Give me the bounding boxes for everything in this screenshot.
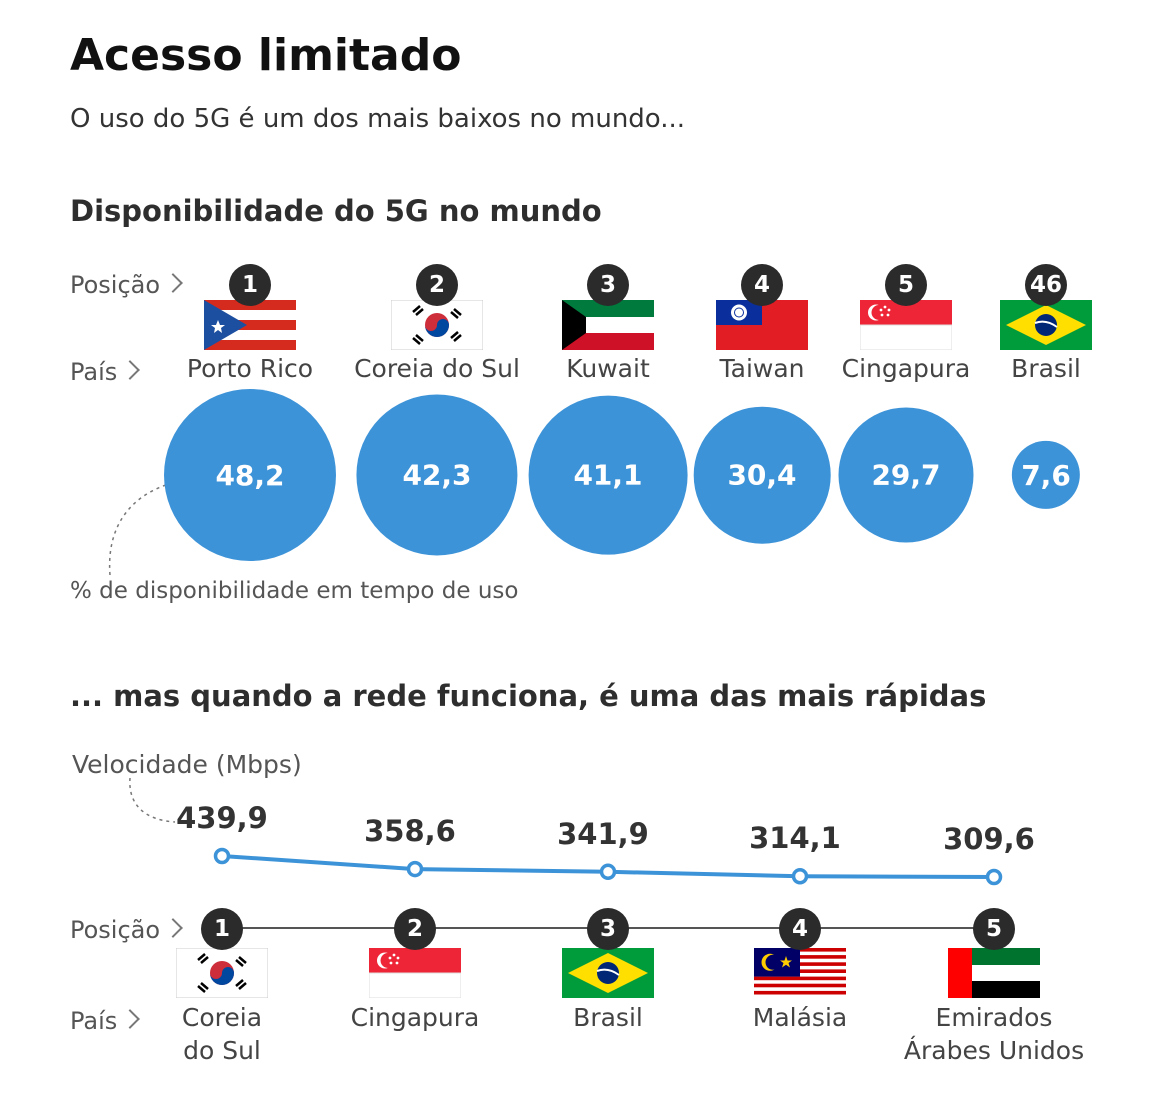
speed-point-1	[213, 847, 231, 865]
country-name: Coreia do Sul	[182, 1001, 262, 1067]
country-name-line1: Coreia	[181, 1003, 263, 1032]
availability-country-label: País	[70, 358, 141, 386]
country-name-line2: do Sul	[183, 1036, 261, 1065]
rank-badge: 4	[779, 908, 821, 950]
speed-point-2	[406, 860, 424, 878]
country-name: Malásia	[753, 1001, 847, 1034]
rank-badge: 5	[885, 264, 927, 306]
speed-heading: ... mas quando a rede funciona, é uma da…	[70, 679, 987, 713]
availability-bubble-porto-rico: 48,2	[164, 389, 336, 561]
country-name-kuwait: Kuwait	[566, 354, 650, 383]
chevron-right-icon	[120, 1009, 141, 1029]
country-label-text: País	[70, 358, 118, 386]
country-name-line1: Brasil	[573, 1003, 643, 1032]
axis-label-pointer	[129, 777, 176, 823]
country-name-coreia-do-sul: Coreia do Sul	[354, 354, 520, 383]
rank-badge: 1	[201, 908, 243, 950]
page-title: Acesso limitado	[70, 30, 462, 81]
rank-badge: 3	[587, 908, 629, 950]
availability-bubble-taiwan: 30,4	[693, 406, 831, 544]
brazil-flag-icon	[1000, 300, 1092, 350]
rank-badge: 2	[394, 908, 436, 950]
availability-note: % de disponibilidade em tempo de uso	[70, 578, 519, 604]
country-name-taiwan: Taiwan	[719, 354, 805, 383]
page-subtitle: O uso do 5G é um dos mais baixos no mund…	[70, 104, 686, 134]
country-name-line1: Emirados	[935, 1003, 1053, 1032]
chevron-right-icon	[163, 273, 183, 293]
singapore-flag-icon	[860, 300, 952, 350]
rank-badge: 1	[229, 264, 271, 306]
taiwan-flag-icon	[716, 300, 808, 350]
south-korea-flag-icon	[391, 300, 483, 350]
brazil-flag-icon	[562, 948, 654, 998]
country-name-line2: Árabes Unidos	[903, 1036, 1085, 1065]
speed-point-3	[599, 863, 617, 881]
availability-bubble-cingapura: 29,7	[838, 407, 974, 543]
speed-point-4	[791, 868, 809, 885]
rank-badge: 3	[587, 264, 629, 306]
puerto-rico-flag-icon	[204, 300, 296, 350]
speed-value-label: 314,1	[749, 821, 841, 856]
country-name: Cingapura	[351, 1001, 480, 1034]
speed-value-label: 341,9	[557, 816, 649, 851]
kuwait-flag-icon	[562, 300, 654, 350]
speed-country-label: País	[70, 1007, 141, 1035]
speed-value-label: 439,9	[176, 801, 268, 835]
speed-axis-label: Velocidade (Mbps)	[72, 750, 302, 779]
position-label-text: Posição	[70, 916, 161, 944]
singapore-flag-icon	[369, 948, 461, 998]
speed-position-label: Posição	[70, 916, 183, 944]
uae-flag-icon	[948, 948, 1040, 998]
country-name-line1: Malásia	[752, 1003, 848, 1032]
availability-bubble-kuwait: 41,1	[528, 395, 688, 555]
chevron-right-icon	[163, 918, 183, 938]
country-name-porto-rico: Porto Rico	[186, 354, 314, 383]
country-label-text: País	[70, 1007, 118, 1035]
malaysia-flag-icon	[754, 948, 846, 998]
availability-heading: Disponibilidade do 5G no mundo	[70, 194, 602, 228]
chevron-right-icon	[120, 360, 141, 380]
rank-badge: 5	[973, 908, 1015, 950]
south-korea-flag-icon	[176, 948, 268, 998]
availability-bubble-coreia-do-sul: 42,3	[356, 394, 518, 556]
rank-badge: 4	[741, 264, 783, 306]
speed-value-label: 358,6	[364, 814, 456, 849]
rank-badge: 2	[416, 264, 458, 306]
availability-bubble-brasil: 7,6	[1011, 440, 1081, 510]
position-label-text: Posição	[70, 271, 161, 299]
availability-position-label: Posição	[70, 271, 183, 299]
speed-point-5	[985, 868, 1003, 886]
country-name: Emirados Árabes Unidos	[904, 1001, 1084, 1067]
country-name-cingapura: Cingapura	[841, 354, 971, 383]
speed-value-label: 309,6	[943, 822, 1035, 856]
country-name-line1: Cingapura	[350, 1003, 480, 1032]
speed-series-line	[221, 854, 995, 879]
country-name-brasil: Brasil	[1011, 354, 1081, 383]
country-name: Brasil	[573, 1001, 643, 1034]
rank-badge: 46	[1025, 264, 1067, 306]
